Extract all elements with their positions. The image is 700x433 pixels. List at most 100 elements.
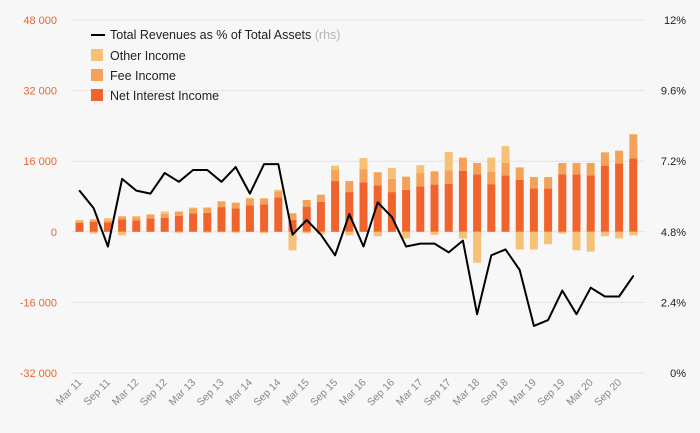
line-point bbox=[504, 248, 507, 251]
bar-other-income bbox=[615, 231, 624, 239]
bar-net-interest-income bbox=[245, 205, 254, 232]
line-point bbox=[462, 239, 464, 242]
bar-fee-income bbox=[75, 221, 84, 223]
line-total-revenues bbox=[78, 163, 635, 327]
line-point bbox=[490, 254, 493, 257]
line-point bbox=[547, 319, 549, 321]
legend-swatch-net-interest-income bbox=[91, 89, 103, 101]
line-point bbox=[163, 172, 166, 174]
x-tick-label: Sep 17 bbox=[422, 377, 454, 409]
legend-label-total-revenues-main: Total Revenues as % of Total Assets bbox=[110, 28, 311, 42]
bar-net-interest-income bbox=[558, 174, 567, 232]
bar-net-interest-income bbox=[274, 197, 283, 232]
x-tick-label: Mar 20 bbox=[564, 377, 596, 409]
bar-other-income bbox=[402, 231, 411, 239]
bar-net-interest-income bbox=[89, 221, 98, 232]
bar-fee-income bbox=[160, 213, 169, 218]
bar-other-income bbox=[473, 231, 482, 263]
bar-fee-income bbox=[402, 176, 411, 190]
x-tick-label: Sep 19 bbox=[535, 377, 567, 409]
line-point bbox=[178, 180, 180, 183]
bar-net-interest-income bbox=[572, 174, 581, 232]
bar-net-interest-income bbox=[75, 222, 84, 232]
bar-fee-income bbox=[245, 198, 254, 206]
bar-other-income bbox=[245, 197, 254, 199]
bar-other-income bbox=[274, 189, 283, 192]
line-point bbox=[135, 189, 138, 192]
line-point bbox=[107, 245, 109, 248]
line-point bbox=[476, 313, 478, 315]
bar-net-interest-income bbox=[231, 208, 240, 232]
bar-other-income bbox=[458, 231, 467, 239]
x-tick-label: Sep 12 bbox=[138, 377, 170, 409]
x-tick-label: Sep 15 bbox=[308, 377, 340, 409]
bar-fee-income bbox=[174, 211, 183, 216]
line-point bbox=[149, 192, 152, 195]
x-tick-label: Sep 16 bbox=[365, 377, 397, 409]
line-point bbox=[632, 275, 635, 277]
bar-fee-income bbox=[331, 170, 340, 182]
right-tick-label: 4.8% bbox=[661, 227, 686, 239]
bar-net-interest-income bbox=[189, 213, 198, 232]
bar-net-interest-income bbox=[103, 222, 112, 232]
bar-other-income bbox=[600, 231, 609, 237]
bar-fee-income bbox=[473, 162, 482, 175]
line-point bbox=[533, 325, 535, 327]
bar-fee-income bbox=[430, 171, 439, 185]
x-tick-label: Sep 18 bbox=[479, 377, 511, 409]
line-point bbox=[575, 313, 578, 315]
legend-swatch-other-income bbox=[91, 49, 103, 61]
bar-fee-income bbox=[529, 177, 538, 189]
bar-fee-income bbox=[345, 181, 354, 193]
bar-net-interest-income bbox=[458, 170, 467, 232]
bar-other-income bbox=[629, 231, 638, 236]
line-point bbox=[561, 289, 564, 292]
bar-net-interest-income bbox=[345, 192, 354, 232]
bar-fee-income bbox=[231, 202, 240, 209]
bar-fee-income bbox=[288, 213, 297, 220]
bar-net-interest-income bbox=[629, 158, 638, 232]
line-point bbox=[277, 163, 280, 165]
bar-other-income bbox=[316, 231, 325, 235]
bar-fee-income bbox=[501, 162, 510, 176]
bar-other-income bbox=[174, 231, 183, 233]
bar-net-interest-income bbox=[387, 192, 396, 232]
bar-net-interest-income bbox=[487, 184, 496, 232]
bar-fee-income bbox=[558, 162, 567, 175]
bar-other-income bbox=[558, 231, 567, 234]
line-point bbox=[405, 245, 407, 248]
line-point bbox=[291, 233, 294, 236]
line-point bbox=[220, 180, 223, 183]
bar-other-income bbox=[373, 231, 382, 237]
bar-fee-income bbox=[373, 172, 382, 186]
bar-net-interest-income bbox=[600, 165, 609, 232]
right-tick-label: 7.2% bbox=[661, 156, 686, 168]
bar-other-income bbox=[132, 215, 141, 218]
bar-other-income bbox=[586, 231, 595, 252]
line-point bbox=[334, 254, 336, 257]
bar-other-income bbox=[189, 207, 198, 209]
bar-other-income bbox=[160, 211, 169, 214]
bar-net-interest-income bbox=[529, 188, 538, 232]
line-point bbox=[618, 295, 620, 298]
bar-other-income bbox=[231, 231, 240, 233]
bar-fee-income bbox=[89, 219, 98, 222]
bar-net-interest-income bbox=[501, 175, 510, 232]
bar-net-interest-income bbox=[288, 219, 297, 232]
right-tick-label: 9.6% bbox=[661, 86, 686, 98]
bar-other-income bbox=[444, 151, 453, 171]
legend-label-other-income: Other Income bbox=[110, 49, 186, 63]
line-point bbox=[78, 189, 81, 192]
bar-other-income bbox=[203, 231, 212, 233]
bar-fee-income bbox=[515, 167, 524, 180]
line-point bbox=[263, 163, 265, 165]
bar-net-interest-income bbox=[359, 182, 368, 232]
bar-other-income bbox=[288, 231, 297, 251]
bar-fee-income bbox=[416, 173, 425, 187]
bar-fee-income bbox=[302, 200, 311, 207]
line-point bbox=[518, 269, 521, 271]
bar-net-interest-income bbox=[160, 217, 169, 232]
bar-net-interest-income bbox=[331, 181, 340, 232]
